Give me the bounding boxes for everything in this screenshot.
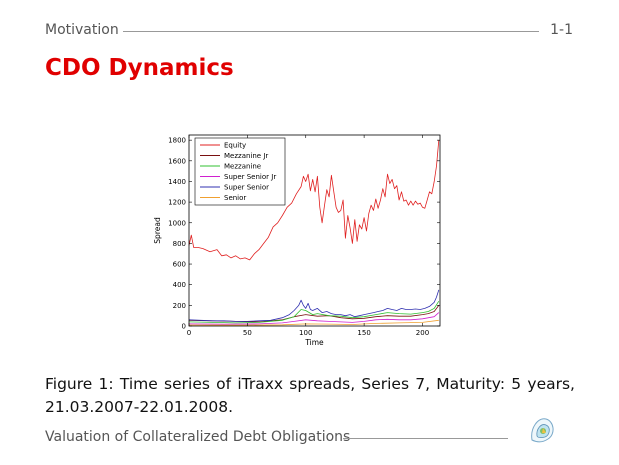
y-tick-label: 1000: [168, 219, 186, 227]
spread-time-series-chart: 0 50 100 150 200 0 200 400 600 800 1000 1200 1400 160…: [153, 134, 441, 347]
y-tick-label: 1400: [168, 178, 186, 186]
footer-title: Valuation of Collateralized Debt Obligat…: [45, 429, 351, 445]
x-tick-label: 0: [187, 329, 191, 337]
legend-box: [194, 137, 286, 206]
y-tick-label: 400: [173, 281, 186, 289]
y-tick-label: 1600: [168, 157, 186, 165]
page-number: 1-1: [550, 22, 573, 38]
y-tick-label: 1800: [168, 137, 186, 145]
series-line-equity: [188, 140, 440, 261]
series-line-super-senior: [188, 289, 440, 322]
institution-logo-icon: [531, 418, 554, 443]
plot-frame: [188, 134, 441, 327]
legend-label: Senior: [224, 194, 246, 202]
slide-title: CDO Dynamics: [45, 55, 234, 81]
y-axis-label: Spread: [153, 217, 162, 244]
y-tick-label: 1200: [168, 199, 186, 207]
x-tick-label: 50: [243, 329, 252, 337]
section-title: Motivation: [45, 22, 119, 38]
y-tick-label: 0: [182, 323, 186, 331]
header-divider: [123, 31, 539, 32]
x-tick-label: 150: [357, 329, 370, 337]
figure-caption: Figure 1: Time series of iTraxx spreads,…: [45, 375, 575, 416]
x-tick-label: 200: [416, 329, 429, 337]
series-line-senior: [188, 319, 439, 326]
x-tick-label: 100: [299, 329, 312, 337]
series-line-mezzanine-jr: [188, 305, 440, 323]
legend-label: Super Senior Jr: [224, 173, 276, 181]
legend-label: Equity: [224, 142, 246, 150]
footer-divider: [343, 438, 508, 439]
x-axis-label: Time: [304, 338, 324, 347]
series-line-super-senior-jr: [188, 312, 440, 325]
legend-label: Mezzanine Jr: [224, 152, 268, 160]
y-tick-label: 600: [173, 261, 186, 269]
chart-legend: Equity Mezzanine Jr Mezzanine Super Senior …: [194, 137, 286, 206]
y-tick-label: 200: [173, 302, 186, 310]
series-line-mezzanine: [188, 300, 440, 324]
axis-ticks: 0 50 100 150 200 0 200 400 600 800 1000 1200 1400 160…: [168, 135, 440, 337]
legend-label: Mezzanine: [224, 163, 261, 171]
series-layer: [188, 140, 440, 326]
y-tick-label: 800: [173, 240, 186, 248]
legend-label: Super Senior: [224, 184, 269, 192]
